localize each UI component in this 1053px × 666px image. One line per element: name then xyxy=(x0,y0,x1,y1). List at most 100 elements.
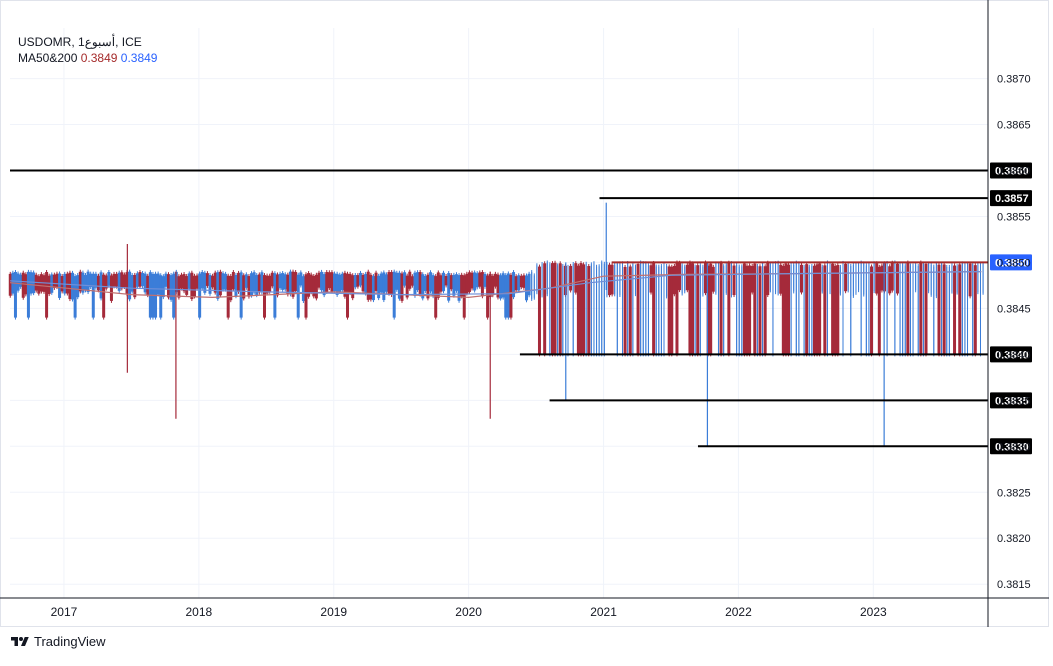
price-tick-label: 0.3855 xyxy=(997,211,1031,223)
candle-body xyxy=(301,276,305,302)
candle-body xyxy=(582,264,586,355)
candle-body xyxy=(606,263,608,296)
candle-body xyxy=(447,273,451,301)
candle-body xyxy=(772,264,774,355)
candle-body xyxy=(473,272,477,291)
candle-body xyxy=(688,262,692,355)
level-price-tag[interactable] xyxy=(990,190,1032,207)
candle-body xyxy=(719,262,723,355)
candle-body xyxy=(805,264,809,355)
candle-body xyxy=(296,274,300,318)
candle-body xyxy=(309,274,313,293)
candle-body xyxy=(958,264,962,355)
candle-body xyxy=(159,275,163,318)
candle-body xyxy=(811,265,813,355)
price-tick-label: 0.3850 xyxy=(997,257,1031,269)
candle-body xyxy=(795,262,797,355)
candle-body xyxy=(250,273,254,296)
candle-body xyxy=(621,263,623,355)
candle-body xyxy=(294,272,298,292)
tradingview-brand[interactable]: TradingView xyxy=(10,634,106,649)
candle-body xyxy=(340,273,344,291)
candle-body xyxy=(836,264,840,355)
candle-body xyxy=(704,262,708,294)
candle-body xyxy=(185,276,189,295)
candle-body xyxy=(663,264,665,355)
candle-body xyxy=(73,276,77,318)
candle-body xyxy=(842,262,844,355)
level-price-tag[interactable] xyxy=(990,438,1032,455)
candle-body xyxy=(460,274,464,297)
candle-body xyxy=(973,265,977,355)
candle-body xyxy=(937,264,941,355)
candle-body xyxy=(374,272,378,291)
candle-body xyxy=(610,264,614,295)
candle-body xyxy=(325,272,329,292)
level-price-label: 0.3857 xyxy=(995,193,1029,205)
candle-body xyxy=(242,275,246,299)
candle-body xyxy=(203,272,207,293)
candle-body xyxy=(562,265,564,355)
level-price-tag[interactable] xyxy=(990,392,1032,409)
candle-body xyxy=(868,264,870,355)
candle-body xyxy=(587,266,591,355)
candle-body xyxy=(52,274,56,288)
candle-body xyxy=(179,274,183,289)
candle-body xyxy=(164,273,168,287)
candle-body xyxy=(593,263,595,355)
candle-body xyxy=(102,274,106,318)
horizontal-levels[interactable]: 0.3860 0.3857 0.3850 0.3840 0.3835 0.3830 xyxy=(10,162,1032,455)
candle-body xyxy=(756,265,758,355)
candle-body xyxy=(312,275,316,297)
candle-body xyxy=(213,272,217,293)
candle-body xyxy=(865,265,867,355)
candle-body xyxy=(873,263,875,292)
ma-legend[interactable]: MA50&200 0.3849 0.3849 xyxy=(18,50,157,66)
candle-body xyxy=(47,275,51,295)
candle-body xyxy=(558,263,562,355)
candle-body xyxy=(112,273,116,287)
candle-body xyxy=(299,272,303,286)
candle-body xyxy=(205,273,209,286)
candle-body xyxy=(200,272,204,289)
candle-body xyxy=(598,266,600,355)
candle-body xyxy=(353,274,357,288)
candle-body xyxy=(567,266,569,355)
candle-body xyxy=(781,265,785,355)
candle-body xyxy=(286,274,290,295)
candle-body xyxy=(967,264,969,355)
candle-body xyxy=(94,273,98,288)
candle-body xyxy=(758,266,762,355)
candle-body xyxy=(218,271,222,296)
candle-body xyxy=(37,276,41,294)
candle-body xyxy=(933,266,935,355)
level-price-tag[interactable] xyxy=(990,346,1032,363)
candle-body xyxy=(691,263,695,355)
candle-body xyxy=(387,272,391,294)
candle-body xyxy=(322,274,326,296)
candle-body xyxy=(506,273,510,318)
level-price-tag[interactable] xyxy=(990,254,1032,271)
candle-body xyxy=(727,262,731,355)
candle-body xyxy=(115,273,119,287)
candle-body xyxy=(314,274,318,299)
candle-body xyxy=(799,264,803,293)
candle-body xyxy=(421,274,425,299)
candle-body xyxy=(320,271,324,291)
price-tick-label: 0.3825 xyxy=(997,487,1031,499)
candle-body xyxy=(632,264,634,355)
candle-body xyxy=(418,272,422,295)
candle-body xyxy=(449,275,453,290)
candle-body xyxy=(750,266,754,293)
candle-body xyxy=(361,274,365,292)
candle-body xyxy=(536,265,538,293)
candle-body xyxy=(19,274,23,287)
candle-body xyxy=(493,273,497,287)
symbol-title[interactable]: USDOMR, 1أسبوع, ICE xyxy=(18,35,142,49)
candle-body xyxy=(143,273,147,293)
candle-body xyxy=(475,273,479,288)
level-price-tag[interactable] xyxy=(990,162,1032,179)
candle-body xyxy=(431,275,435,297)
